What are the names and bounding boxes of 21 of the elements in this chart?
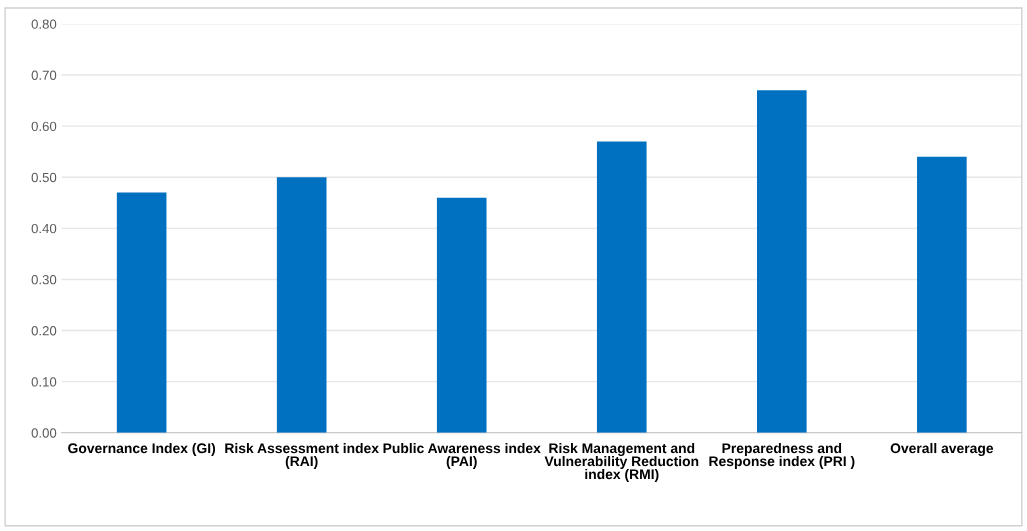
y-tick-label: 0.00 [31,428,57,438]
x-tick-label: Governance Index (GI) [68,442,216,456]
bar [757,90,807,433]
y-tick-label: 0.30 [31,275,57,285]
y-tick-label: 0.50 [31,172,57,183]
bar [276,177,327,433]
y-tick-label: 0.60 [31,121,57,132]
y-tick-label: 0.40 [31,223,57,234]
y-tick-label: 0.80 [31,19,57,29]
bar [116,192,167,433]
y-tick-label: 0.20 [31,326,57,336]
x-tick-label: Risk Management and Vulnerability Reduction index (RMI) [544,442,699,482]
y-tick-label: 0.70 [31,70,57,80]
y-tick-label: 0.10 [31,377,57,387]
x-tick-label: Public Awareness index (PAI) [383,442,541,469]
x-tick-label: Preparedness and Response index (PRI ) [709,442,855,469]
bar [436,197,487,433]
bar [917,156,967,433]
x-tick-label: Overall average [890,442,994,456]
bar [596,141,647,433]
x-tick-label: Risk Assessment index (RAI) [225,442,379,469]
